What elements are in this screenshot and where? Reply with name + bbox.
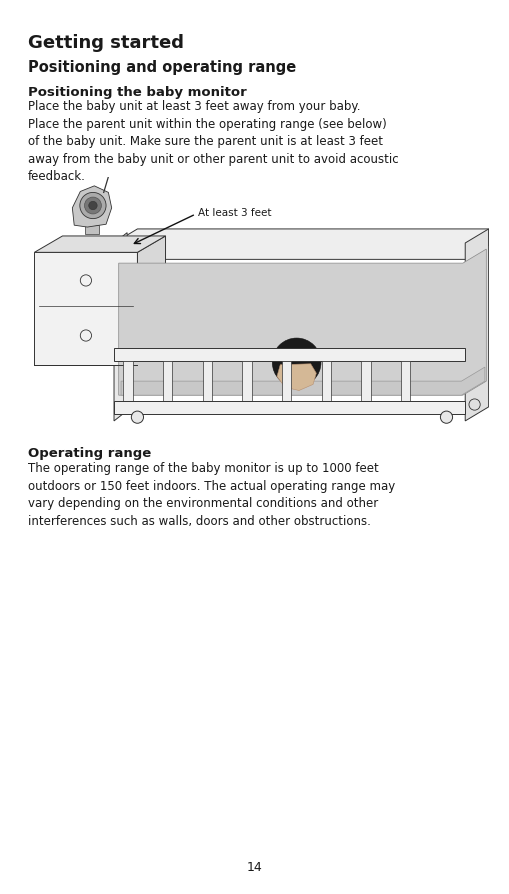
Circle shape [469, 399, 480, 410]
Polygon shape [123, 361, 133, 401]
Polygon shape [163, 361, 173, 401]
Polygon shape [119, 249, 486, 395]
Polygon shape [114, 349, 465, 361]
Polygon shape [121, 367, 485, 395]
Polygon shape [361, 361, 371, 401]
Circle shape [84, 197, 101, 214]
Polygon shape [465, 229, 489, 421]
Polygon shape [114, 401, 465, 414]
Polygon shape [85, 225, 99, 233]
Circle shape [131, 411, 144, 423]
Polygon shape [114, 232, 127, 421]
Polygon shape [277, 364, 316, 391]
Circle shape [80, 192, 106, 219]
Polygon shape [322, 361, 331, 401]
Circle shape [272, 338, 321, 387]
Text: The operating range of the baby monitor is up to 1000 feet
outdoors or 150 feet : The operating range of the baby monitor … [28, 462, 395, 527]
Text: Positioning the baby monitor: Positioning the baby monitor [28, 86, 247, 99]
Polygon shape [137, 236, 165, 365]
Polygon shape [114, 229, 489, 259]
Circle shape [440, 411, 453, 423]
Text: Operating range: Operating range [28, 447, 151, 460]
Polygon shape [35, 252, 137, 365]
Text: Positioning and operating range: Positioning and operating range [28, 60, 296, 75]
Text: Place the baby unit at least 3 feet away from your baby.
Place the parent unit w: Place the baby unit at least 3 feet away… [28, 100, 399, 183]
Text: Getting started: Getting started [28, 34, 184, 52]
Text: 14: 14 [247, 861, 262, 874]
Polygon shape [72, 186, 111, 227]
Circle shape [89, 201, 97, 210]
Polygon shape [203, 361, 212, 401]
Polygon shape [35, 236, 165, 252]
Polygon shape [401, 361, 410, 401]
Text: At least 3 feet: At least 3 feet [199, 208, 272, 218]
Polygon shape [282, 361, 292, 401]
Polygon shape [242, 361, 252, 401]
